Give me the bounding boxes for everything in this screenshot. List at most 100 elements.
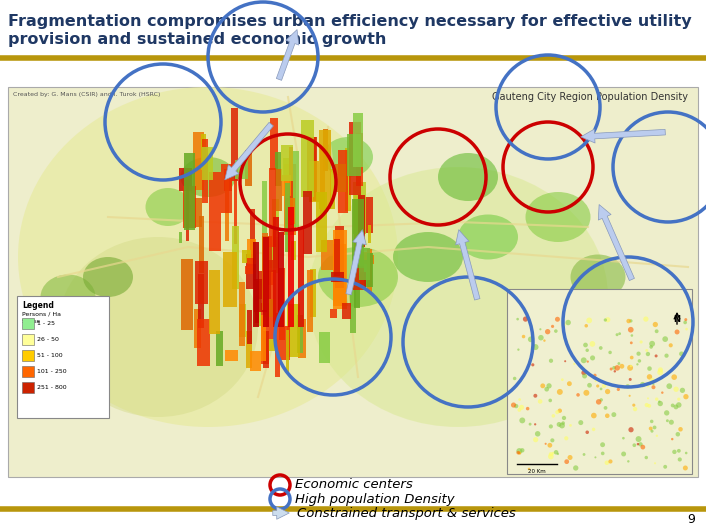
Bar	[186, 179, 189, 241]
Bar	[280, 326, 289, 360]
Circle shape	[638, 359, 641, 363]
Text: N: N	[674, 315, 681, 324]
Circle shape	[549, 452, 553, 456]
Bar	[306, 270, 313, 332]
Circle shape	[587, 360, 589, 363]
Bar	[275, 313, 280, 377]
Circle shape	[635, 436, 642, 442]
Circle shape	[647, 374, 652, 380]
Circle shape	[563, 323, 566, 325]
Bar	[331, 272, 344, 281]
Circle shape	[662, 336, 668, 342]
Circle shape	[604, 318, 607, 322]
Bar	[272, 198, 279, 273]
Circle shape	[585, 431, 589, 434]
Circle shape	[626, 319, 631, 323]
Circle shape	[650, 378, 655, 384]
Circle shape	[621, 452, 626, 457]
Bar	[286, 330, 289, 372]
Bar	[313, 136, 318, 201]
Bar	[250, 209, 255, 259]
Circle shape	[654, 462, 656, 464]
Circle shape	[630, 355, 633, 359]
Circle shape	[650, 419, 654, 423]
Circle shape	[549, 359, 553, 363]
Circle shape	[649, 426, 652, 431]
Bar	[282, 175, 291, 196]
Circle shape	[629, 378, 632, 381]
Circle shape	[633, 407, 638, 411]
Circle shape	[540, 384, 545, 388]
Bar	[184, 152, 195, 230]
Circle shape	[671, 438, 674, 440]
Bar	[347, 134, 361, 176]
Bar	[209, 270, 220, 333]
Bar	[253, 242, 259, 327]
Circle shape	[666, 384, 672, 389]
Bar	[323, 129, 328, 171]
Circle shape	[551, 452, 555, 454]
Bar	[330, 309, 337, 317]
Circle shape	[654, 330, 659, 333]
Circle shape	[640, 340, 642, 343]
Circle shape	[573, 363, 575, 365]
Bar	[330, 169, 335, 209]
Bar	[320, 147, 325, 214]
Bar	[232, 225, 239, 289]
Circle shape	[517, 408, 521, 412]
Circle shape	[567, 381, 572, 386]
Circle shape	[677, 449, 681, 453]
Circle shape	[617, 388, 620, 391]
Circle shape	[526, 407, 530, 411]
Bar	[193, 309, 201, 348]
Bar	[364, 197, 373, 233]
Bar	[225, 350, 238, 361]
Bar	[345, 148, 351, 211]
Circle shape	[674, 387, 678, 392]
Circle shape	[556, 422, 561, 427]
Text: 9: 9	[687, 513, 695, 526]
Circle shape	[652, 385, 655, 389]
Circle shape	[518, 451, 521, 455]
Circle shape	[647, 397, 649, 399]
Circle shape	[638, 442, 642, 446]
Bar	[234, 172, 237, 244]
Ellipse shape	[58, 237, 258, 417]
Circle shape	[671, 404, 675, 407]
Ellipse shape	[181, 157, 236, 197]
Circle shape	[549, 399, 552, 402]
Bar	[360, 253, 373, 287]
Bar	[246, 254, 256, 289]
Bar	[285, 164, 297, 235]
Circle shape	[529, 423, 532, 426]
Circle shape	[636, 363, 638, 366]
Ellipse shape	[393, 232, 463, 282]
Text: Economic centers: Economic centers	[295, 479, 413, 491]
Circle shape	[672, 450, 676, 454]
Bar	[280, 145, 293, 181]
Circle shape	[652, 322, 658, 327]
Bar	[253, 281, 261, 326]
Circle shape	[650, 345, 653, 349]
Circle shape	[646, 352, 650, 356]
Circle shape	[596, 385, 599, 388]
Circle shape	[557, 389, 563, 395]
Circle shape	[558, 408, 562, 413]
Text: 101 - 250: 101 - 250	[37, 369, 66, 374]
Circle shape	[551, 414, 555, 418]
Circle shape	[556, 453, 559, 455]
Bar	[223, 252, 237, 307]
Bar	[247, 240, 256, 263]
Bar	[358, 195, 365, 247]
FancyBboxPatch shape	[17, 296, 109, 418]
Bar	[353, 267, 364, 290]
Circle shape	[554, 329, 558, 333]
Circle shape	[629, 319, 633, 323]
Circle shape	[610, 368, 613, 370]
Bar	[276, 169, 282, 211]
Bar	[258, 271, 271, 299]
Bar	[366, 249, 371, 292]
Ellipse shape	[458, 214, 518, 260]
Text: Fragmentation compromises urban efficiency necessary for effective utility: Fragmentation compromises urban efficien…	[8, 14, 692, 29]
Circle shape	[678, 458, 682, 461]
